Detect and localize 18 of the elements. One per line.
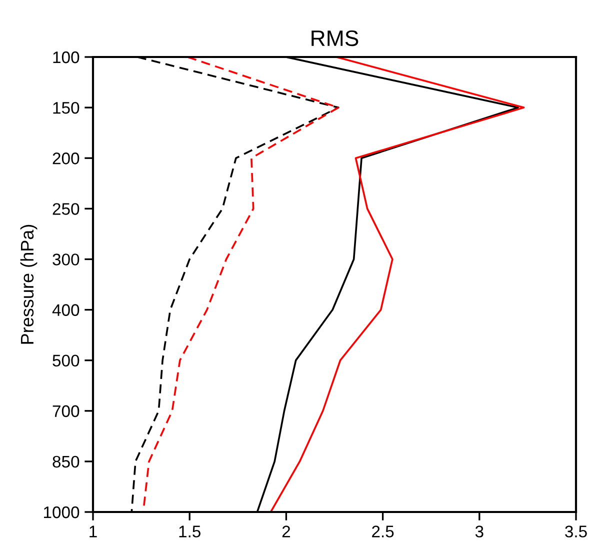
y-tick-label: 100 [53, 51, 80, 64]
x-tick-label: 1.5 [179, 526, 200, 538]
y-tick-label: 1000 [44, 506, 80, 518]
y-tick-label: 250 [52, 203, 80, 215]
y-tick-label: 300 [52, 254, 80, 266]
x-tick-label: 1 [90, 526, 97, 538]
y-tick-label: 200 [52, 152, 80, 164]
x-tick-label: 2 [282, 526, 290, 538]
x-tick-label: 2.5 [372, 526, 394, 538]
y-tick-label: 700 [52, 405, 80, 418]
chart-title: RMS [312, 30, 358, 46]
y-axis-title: Pressure (hPa) [20, 224, 38, 344]
y-tick-label: 150 [53, 102, 80, 114]
x-tick-label: 3.5 [565, 526, 587, 538]
y-tick-label: 500 [52, 354, 80, 367]
x-tick-label: 3 [475, 526, 484, 538]
y-tick-label: 850 [52, 456, 80, 468]
y-tick-label: 400 [52, 304, 80, 316]
